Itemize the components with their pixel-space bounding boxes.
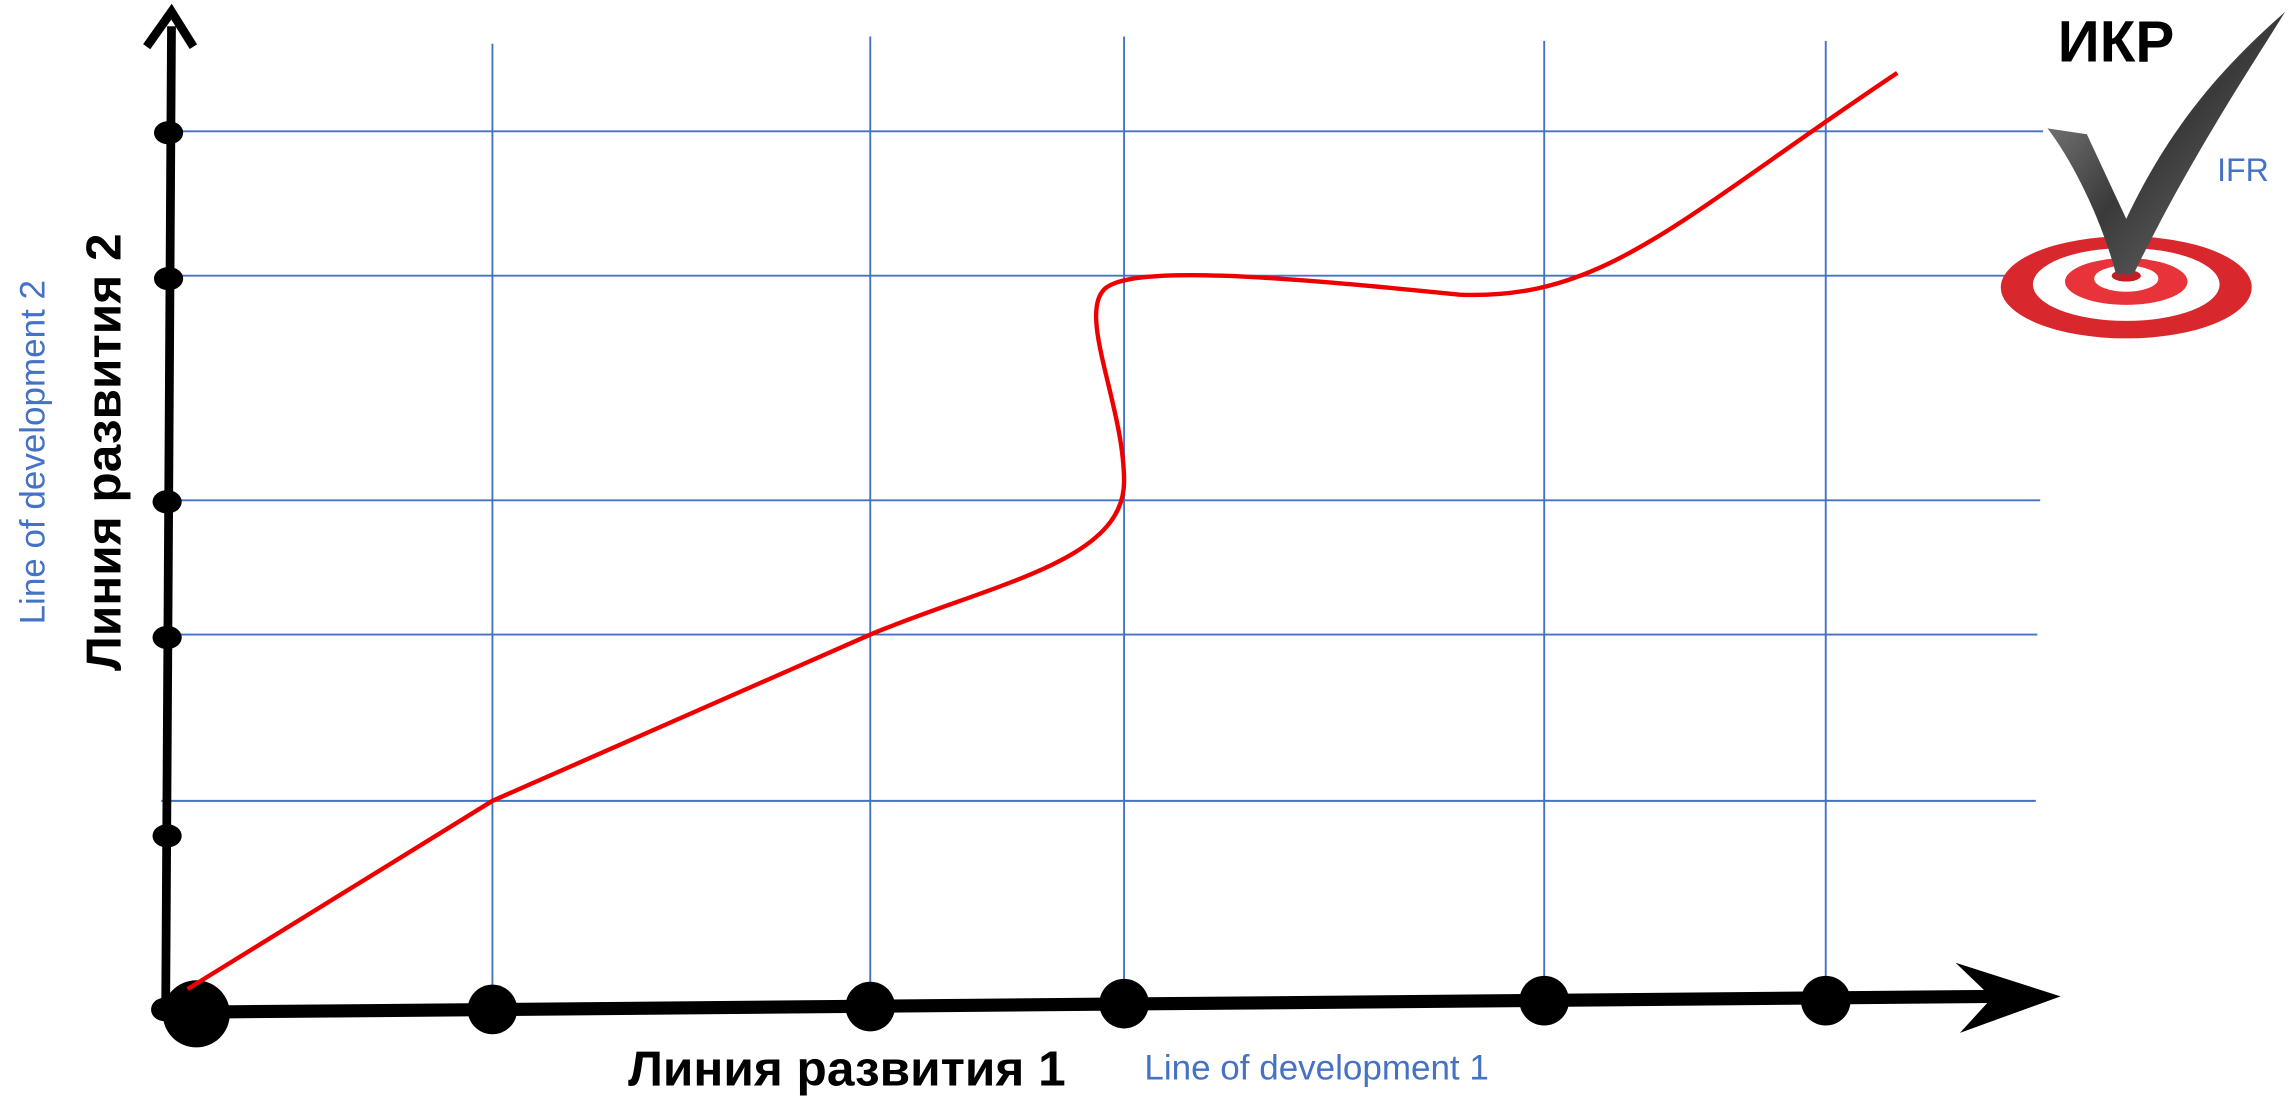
page: ИКР IFR Линия развития 1 Line of develop… (0, 0, 2289, 1097)
x-axis-label: Линия развития 1 (628, 1040, 1066, 1096)
y-axis-label: Линия развития 2 (75, 233, 131, 670)
goal-label: ИКР (2058, 9, 2174, 74)
y-axis-label-en: Line of development 2 (14, 280, 53, 624)
grid (161, 36, 2043, 1006)
goal-label-en: IFR (2217, 152, 2269, 188)
diagram: ИКР IFR Линия развития 1 Line of develop… (0, 0, 2289, 1097)
development-curve (188, 73, 1898, 989)
x-axis-label-en: Line of development 1 (1144, 1048, 1488, 1087)
